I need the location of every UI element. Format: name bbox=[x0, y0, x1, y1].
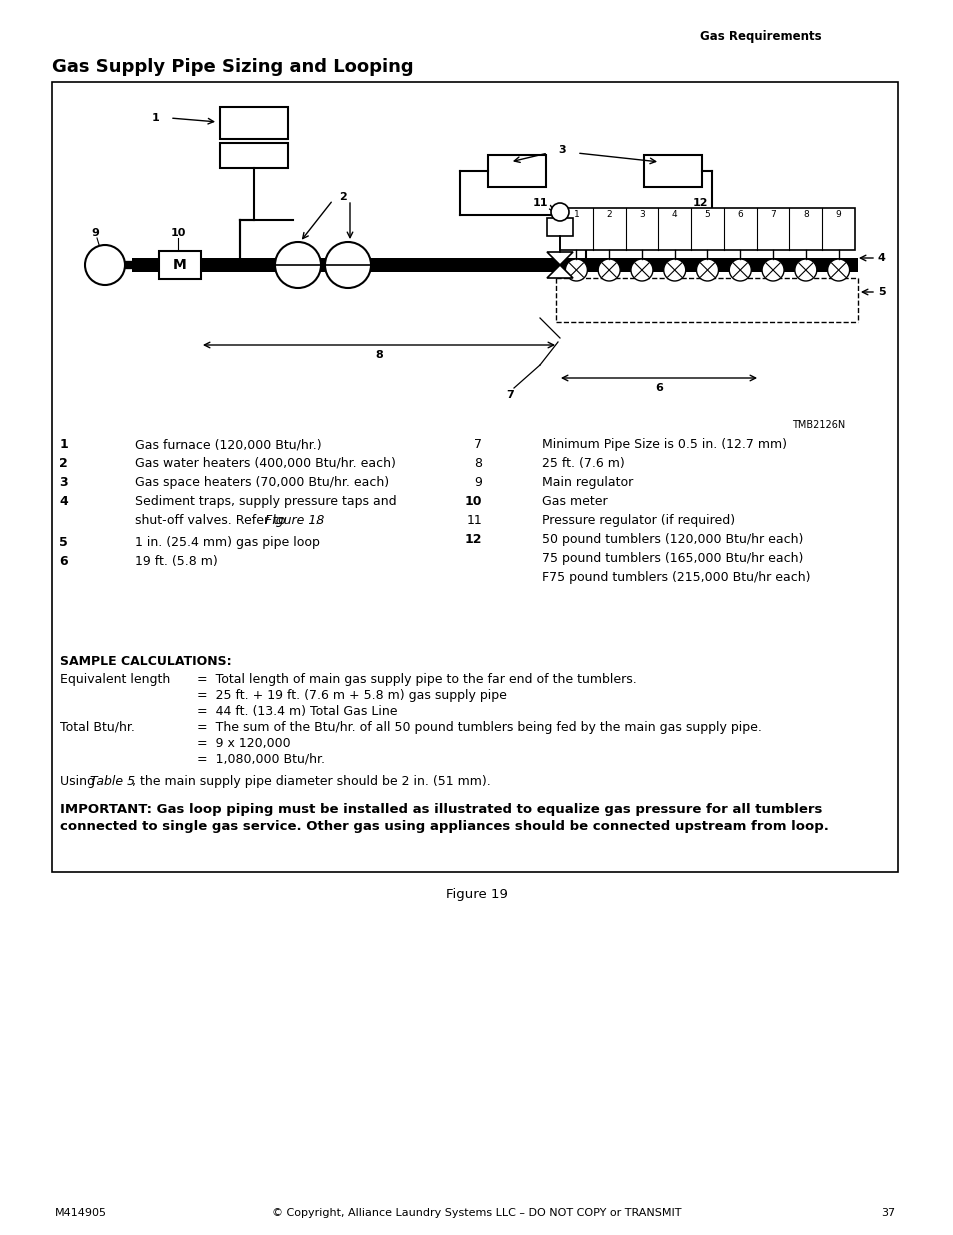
Circle shape bbox=[274, 242, 320, 288]
Text: F75 pound tumblers (215,000 Btu/hr each): F75 pound tumblers (215,000 Btu/hr each) bbox=[541, 571, 810, 584]
Text: 1: 1 bbox=[59, 438, 68, 451]
Text: 10: 10 bbox=[464, 495, 481, 508]
Text: 1 in. (25.4 mm) gas pipe loop: 1 in. (25.4 mm) gas pipe loop bbox=[135, 536, 319, 550]
Text: 8: 8 bbox=[474, 457, 481, 471]
Bar bbox=[643, 156, 701, 186]
Bar bbox=[559, 207, 854, 249]
Text: M414905: M414905 bbox=[55, 1208, 107, 1218]
Text: 3: 3 bbox=[639, 210, 644, 219]
Bar bbox=[220, 143, 288, 168]
Circle shape bbox=[85, 245, 125, 285]
Polygon shape bbox=[546, 266, 573, 278]
Text: 6: 6 bbox=[737, 210, 742, 219]
Circle shape bbox=[728, 259, 751, 282]
Text: 2: 2 bbox=[338, 191, 347, 203]
Text: TMB2126N: TMB2126N bbox=[791, 420, 844, 430]
Bar bbox=[488, 156, 545, 186]
Text: =  Total length of main gas supply pipe to the far end of the tumblers.: = Total length of main gas supply pipe t… bbox=[196, 673, 636, 685]
Text: Table 5: Table 5 bbox=[90, 776, 135, 788]
Text: M: M bbox=[172, 258, 187, 272]
Circle shape bbox=[761, 259, 783, 282]
Circle shape bbox=[696, 259, 718, 282]
Text: 37: 37 bbox=[880, 1208, 894, 1218]
Text: shut-off valves. Refer to: shut-off valves. Refer to bbox=[135, 514, 290, 527]
Text: 6: 6 bbox=[655, 383, 662, 393]
Text: 4: 4 bbox=[59, 495, 68, 508]
Circle shape bbox=[630, 259, 652, 282]
Text: Figure 18: Figure 18 bbox=[265, 514, 324, 527]
Text: 11: 11 bbox=[466, 514, 481, 527]
Text: Gas Supply Pipe Sizing and Looping: Gas Supply Pipe Sizing and Looping bbox=[52, 58, 414, 77]
Text: Pressure regulator (if required): Pressure regulator (if required) bbox=[541, 514, 735, 527]
Circle shape bbox=[663, 259, 685, 282]
Circle shape bbox=[827, 259, 849, 282]
Circle shape bbox=[598, 259, 619, 282]
Text: Gas water heaters (400,000 Btu/hr. each): Gas water heaters (400,000 Btu/hr. each) bbox=[135, 457, 395, 471]
Text: 5: 5 bbox=[877, 287, 884, 296]
Text: Using: Using bbox=[60, 776, 99, 788]
Text: 5: 5 bbox=[59, 536, 68, 550]
Text: =  9 x 120,000: = 9 x 120,000 bbox=[196, 737, 291, 750]
Text: 3: 3 bbox=[59, 475, 68, 489]
Circle shape bbox=[565, 259, 587, 282]
Polygon shape bbox=[546, 252, 573, 266]
Circle shape bbox=[325, 242, 371, 288]
Bar bbox=[159, 251, 201, 279]
Text: Main regulator: Main regulator bbox=[541, 475, 633, 489]
Text: =  44 ft. (13.4 m) Total Gas Line: = 44 ft. (13.4 m) Total Gas Line bbox=[196, 705, 397, 718]
Text: 2: 2 bbox=[59, 457, 68, 471]
Text: Sediment traps, supply pressure taps and: Sediment traps, supply pressure taps and bbox=[135, 495, 396, 508]
Text: 7: 7 bbox=[769, 210, 775, 219]
Text: 7: 7 bbox=[506, 390, 514, 400]
Circle shape bbox=[551, 203, 568, 221]
Text: 4: 4 bbox=[877, 253, 885, 263]
Text: Total Btu/hr.: Total Btu/hr. bbox=[60, 721, 134, 734]
Text: Equivalent length: Equivalent length bbox=[60, 673, 170, 685]
Text: 8: 8 bbox=[375, 350, 382, 359]
Text: 7: 7 bbox=[474, 438, 481, 451]
Bar bbox=[754, 258, 857, 272]
Text: Gas Requirements: Gas Requirements bbox=[700, 30, 821, 43]
Text: 12: 12 bbox=[692, 198, 707, 207]
Text: Gas meter: Gas meter bbox=[541, 495, 607, 508]
Text: 19 ft. (5.8 m): 19 ft. (5.8 m) bbox=[135, 555, 217, 568]
Text: 3: 3 bbox=[558, 144, 565, 156]
Text: Figure 19: Figure 19 bbox=[446, 888, 507, 902]
Text: 8: 8 bbox=[802, 210, 808, 219]
Text: 6: 6 bbox=[59, 555, 68, 568]
Text: 10: 10 bbox=[171, 228, 186, 238]
Text: 75 pound tumblers (165,000 Btu/hr each): 75 pound tumblers (165,000 Btu/hr each) bbox=[541, 552, 802, 564]
Text: =  25 ft. + 19 ft. (7.6 m + 5.8 m) gas supply pipe: = 25 ft. + 19 ft. (7.6 m + 5.8 m) gas su… bbox=[196, 689, 506, 701]
Bar bbox=[220, 107, 288, 140]
Text: Minimum Pipe Size is 0.5 in. (12.7 mm): Minimum Pipe Size is 0.5 in. (12.7 mm) bbox=[541, 438, 786, 451]
Text: IMPORTANT: Gas loop piping must be installed as illustrated to equalize gas pres: IMPORTANT: Gas loop piping must be insta… bbox=[60, 803, 828, 832]
Text: =  The sum of the Btu/hr. of all 50 pound tumblers being fed by the main gas sup: = The sum of the Btu/hr. of all 50 pound… bbox=[196, 721, 761, 734]
Text: 12: 12 bbox=[464, 534, 481, 546]
Text: =  1,080,000 Btu/hr.: = 1,080,000 Btu/hr. bbox=[196, 753, 325, 766]
Text: 1: 1 bbox=[573, 210, 578, 219]
Text: 25 ft. (7.6 m): 25 ft. (7.6 m) bbox=[541, 457, 624, 471]
Text: Gas furnace (120,000 Btu/hr.): Gas furnace (120,000 Btu/hr.) bbox=[135, 438, 321, 451]
Text: 11: 11 bbox=[532, 198, 547, 207]
Text: 9: 9 bbox=[474, 475, 481, 489]
Text: 9: 9 bbox=[835, 210, 841, 219]
Bar bbox=[52, 82, 897, 872]
Text: Gas space heaters (70,000 Btu/hr. each): Gas space heaters (70,000 Btu/hr. each) bbox=[135, 475, 389, 489]
Text: © Copyright, Alliance Laundry Systems LLC – DO NOT COPY or TRANSMIT: © Copyright, Alliance Laundry Systems LL… bbox=[272, 1208, 681, 1218]
Text: .: . bbox=[314, 514, 318, 527]
Bar bbox=[546, 219, 573, 236]
Text: 4: 4 bbox=[671, 210, 677, 219]
Text: 50 pound tumblers (120,000 Btu/hr each): 50 pound tumblers (120,000 Btu/hr each) bbox=[541, 534, 802, 546]
Text: SAMPLE CALCULATIONS:: SAMPLE CALCULATIONS: bbox=[60, 655, 232, 668]
Text: 2: 2 bbox=[606, 210, 611, 219]
Text: , the main supply pipe diameter should be 2 in. (51 mm).: , the main supply pipe diameter should b… bbox=[132, 776, 490, 788]
Circle shape bbox=[794, 259, 816, 282]
Text: 5: 5 bbox=[704, 210, 710, 219]
Text: 9: 9 bbox=[91, 228, 99, 238]
Text: 1: 1 bbox=[152, 112, 159, 124]
Bar bbox=[132, 258, 754, 272]
